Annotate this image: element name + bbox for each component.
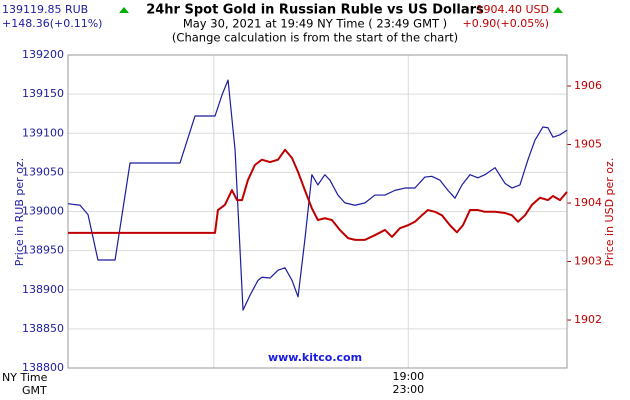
plot: 138800 138850 138900 138950 139000 139050 1391…: [22, 48, 602, 396]
price-line: [67, 79, 568, 311]
y-tick-label: 139000: [22, 205, 64, 218]
y-tick-label: 139050: [22, 165, 64, 178]
y2-tick-label: 1903: [574, 255, 602, 268]
y-axis-label: Price in RUB per oz.: [13, 158, 26, 266]
watermark: www.kitco.com: [268, 351, 362, 364]
y2-tick-label: 1905: [574, 138, 602, 151]
rub-price: 139119.85 RUB: [2, 3, 88, 16]
rub-change: +148.36(+0.11%): [2, 17, 102, 30]
up-arrow: [553, 7, 563, 13]
usd-change: +0.90(+0.05%): [463, 17, 549, 30]
plot-frame: [67, 54, 568, 369]
x-tick-label: 19:00: [392, 370, 424, 383]
x-axis-label: NY Time: [2, 371, 48, 384]
y2-axis-label: Price in USD per oz.: [603, 158, 616, 267]
x2-axis-label: GMT: [22, 384, 47, 397]
y-tick-label: 138900: [22, 283, 64, 296]
chart-title: 24hr Spot Gold in Russian Ruble vs US Do…: [146, 3, 484, 18]
up-arrow: [119, 7, 129, 13]
note: (Change calculation is from the start of…: [172, 31, 458, 45]
y-tick-label: 138950: [22, 244, 64, 257]
y-tick-label: 138800: [22, 361, 64, 374]
y2-tick-label: 1902: [574, 313, 602, 326]
y-tick-label: 139150: [22, 87, 64, 100]
y2-tick-label: 1906: [574, 79, 602, 92]
y-tick-label: 138850: [22, 322, 64, 335]
y-tick-label: 139100: [22, 126, 64, 139]
price-line: [68, 148, 568, 241]
y-tick-label: 139200: [22, 48, 64, 61]
subtitle: May 30, 2021 at 19:49 NY Time ( 23:49 GM…: [183, 17, 447, 31]
y2-tick-label: 1904: [574, 196, 602, 209]
usd-price: 1904.40 USD: [477, 3, 550, 16]
x2-tick-label: 23:00: [392, 383, 424, 396]
